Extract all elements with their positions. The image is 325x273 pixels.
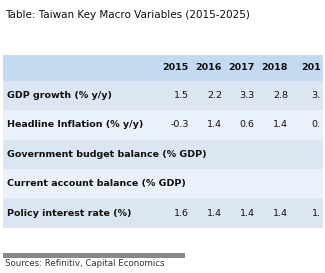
- Text: GDP growth (% y/y): GDP growth (% y/y): [7, 91, 112, 100]
- Text: 3.3: 3.3: [240, 91, 255, 100]
- Bar: [159, 198, 191, 228]
- Bar: [3, 169, 159, 198]
- Text: Headline Inflation (% y/y): Headline Inflation (% y/y): [7, 120, 144, 129]
- Bar: [159, 169, 191, 198]
- Bar: [159, 81, 191, 110]
- Text: 1.4: 1.4: [207, 120, 222, 129]
- Text: 1.4: 1.4: [207, 209, 222, 218]
- Text: 2015: 2015: [162, 63, 189, 72]
- Bar: [191, 110, 225, 140]
- Bar: [257, 55, 291, 81]
- Text: Current account balance (% GDP): Current account balance (% GDP): [7, 179, 186, 188]
- Bar: [291, 81, 323, 110]
- Bar: [3, 198, 159, 228]
- Bar: [225, 140, 257, 169]
- Bar: [257, 198, 291, 228]
- Text: Table: Taiwan Key Macro Variables (2015-2025): Table: Taiwan Key Macro Variables (2015-…: [5, 10, 250, 20]
- Text: Government budget balance (% GDP): Government budget balance (% GDP): [7, 150, 207, 159]
- Bar: [3, 81, 159, 110]
- Bar: [191, 169, 225, 198]
- Bar: [3, 110, 159, 140]
- Text: 1.4: 1.4: [273, 209, 288, 218]
- Bar: [291, 110, 323, 140]
- Bar: [225, 55, 257, 81]
- Bar: [3, 55, 159, 81]
- Bar: [257, 81, 291, 110]
- Bar: [291, 55, 323, 81]
- Text: 2018: 2018: [261, 63, 288, 72]
- Text: 1.4: 1.4: [273, 120, 288, 129]
- Text: 1.4: 1.4: [240, 209, 255, 218]
- Text: 2017: 2017: [228, 63, 255, 72]
- Bar: [191, 198, 225, 228]
- Bar: [191, 140, 225, 169]
- Text: -0.3: -0.3: [170, 120, 189, 129]
- Bar: [3, 253, 185, 258]
- Bar: [191, 81, 225, 110]
- Text: 2.8: 2.8: [273, 91, 288, 100]
- Text: 2.2: 2.2: [207, 91, 222, 100]
- Bar: [291, 198, 323, 228]
- Bar: [257, 140, 291, 169]
- Text: 3.: 3.: [312, 91, 321, 100]
- Bar: [3, 140, 159, 169]
- Text: 0.: 0.: [312, 120, 321, 129]
- Text: 2016: 2016: [195, 63, 222, 72]
- Text: 201: 201: [301, 63, 321, 72]
- Text: Sources: Refinitiv, Capital Economics: Sources: Refinitiv, Capital Economics: [5, 259, 164, 268]
- Bar: [257, 169, 291, 198]
- Bar: [257, 110, 291, 140]
- Bar: [225, 110, 257, 140]
- Bar: [225, 169, 257, 198]
- Text: 0.6: 0.6: [240, 120, 255, 129]
- Bar: [159, 55, 191, 81]
- Bar: [225, 81, 257, 110]
- Text: Policy interest rate (%): Policy interest rate (%): [7, 209, 132, 218]
- Bar: [291, 140, 323, 169]
- Bar: [291, 169, 323, 198]
- Text: 1.5: 1.5: [174, 91, 189, 100]
- Bar: [159, 110, 191, 140]
- Text: 1.6: 1.6: [174, 209, 189, 218]
- Bar: [225, 198, 257, 228]
- Bar: [159, 140, 191, 169]
- Bar: [191, 55, 225, 81]
- Text: 1.: 1.: [312, 209, 321, 218]
